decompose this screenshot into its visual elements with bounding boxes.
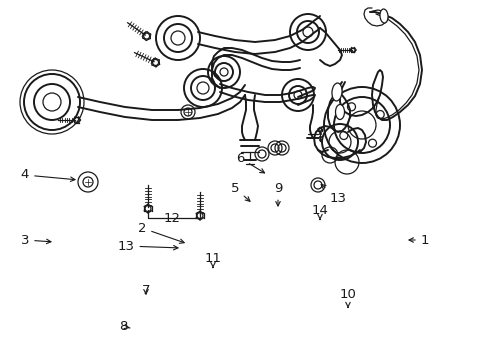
Ellipse shape	[380, 9, 388, 23]
Text: 9: 9	[274, 181, 282, 206]
Text: 10: 10	[340, 288, 356, 307]
Text: 11: 11	[204, 252, 221, 267]
Text: 7: 7	[142, 284, 150, 297]
Text: 2: 2	[138, 221, 184, 243]
Ellipse shape	[332, 83, 342, 101]
Ellipse shape	[336, 104, 344, 120]
Text: 3: 3	[21, 234, 51, 247]
Text: 4: 4	[21, 168, 75, 181]
Text: 12: 12	[164, 212, 180, 225]
Text: 5: 5	[231, 181, 250, 201]
Text: 14: 14	[312, 203, 328, 219]
Text: 1: 1	[409, 234, 429, 247]
Text: 6: 6	[236, 152, 265, 173]
Text: 13: 13	[118, 239, 178, 252]
Text: 13: 13	[321, 184, 347, 204]
Text: 8: 8	[119, 320, 130, 333]
